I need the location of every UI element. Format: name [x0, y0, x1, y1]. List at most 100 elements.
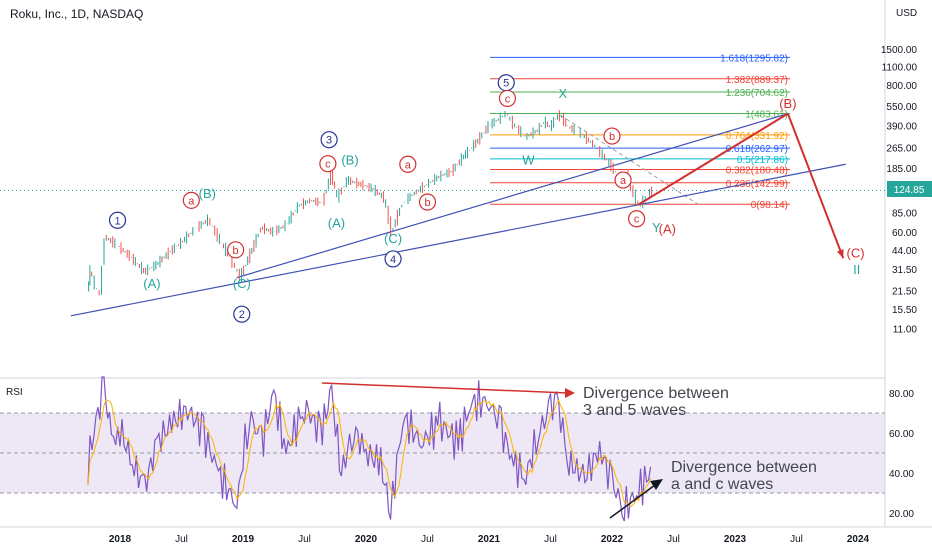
axis-layer: 2018 Jul 2019 Jul 2020 Jul 2021 Jul 2022 Jul 2023 J… [109, 45, 918, 545]
y-tick-label: 21.50 [892, 287, 917, 298]
y-tick-label: 1100.00 [882, 63, 918, 74]
wave-label: 5 [503, 78, 509, 90]
wave-label: b [424, 197, 430, 209]
price-layer [88, 110, 653, 296]
fib-level-label: 1.618(1295.82) [720, 53, 788, 64]
projection-leg [786, 113, 845, 259]
rsi-tick-label: 60.00 [889, 429, 914, 440]
wave-label-ring [320, 131, 338, 149]
wave-label: a [405, 159, 412, 171]
divergence-arrowhead-3-5 [565, 388, 575, 398]
wave-label-ring [233, 305, 251, 323]
x-tick-label: 2021 [478, 534, 501, 545]
y-tick-label: 550.00 [886, 102, 917, 113]
y-tick-label: 44.00 [892, 246, 917, 257]
wave-label: X [558, 86, 567, 101]
x-tick-label: 2018 [109, 534, 132, 545]
divergence-line-waves-a-c [609, 484, 656, 519]
x-tick-label: Jul [667, 534, 680, 545]
wave-label-ring [498, 89, 517, 108]
x-tick-label: Jul [421, 534, 434, 545]
x-tick-label: 2020 [355, 534, 378, 545]
y-tick-label: 31.50 [892, 265, 917, 276]
wave-label: b [233, 245, 239, 257]
wave-label: 2 [239, 309, 245, 321]
wave-label: 3 [326, 135, 332, 147]
wave-label: II [853, 262, 860, 277]
wave-label: 1 [114, 215, 120, 227]
wave-label: W [522, 153, 535, 168]
grid-layer [0, 0, 932, 528]
wave-label: Y [652, 220, 661, 235]
y-tick-label: 185.00 [886, 164, 917, 175]
divergence-note-a-c: Divergence between a and c waves [671, 459, 821, 493]
y-tick-label: 60.00 [892, 228, 917, 239]
wave-label: (A) [143, 276, 160, 291]
trendline [70, 163, 846, 317]
wave-label: (A) [659, 222, 676, 237]
divergence-arrowhead-a-c [650, 479, 663, 490]
fib-level-label: 0.764(331.92) [726, 131, 788, 142]
wave-label-ring [418, 193, 437, 211]
x-tick-label: 2023 [724, 534, 747, 545]
x-tick-label: 2024 [847, 534, 870, 545]
wave-label-ring [603, 127, 621, 145]
wave-label-ring [319, 155, 337, 173]
fib-level-label: 1.236(704.62) [726, 88, 788, 99]
x-tick-label: 2022 [601, 534, 624, 545]
y-tick-label: 1500.00 [881, 45, 918, 56]
y-tick-label: 11.00 [893, 325, 918, 336]
wave-label: c [325, 159, 331, 171]
wave-label: (C) [233, 276, 251, 291]
fib-level-label: 1.382(889.37) [726, 75, 788, 86]
projection-leg [638, 112, 789, 206]
wave-label-ring [182, 191, 200, 209]
wave-label: (C) [384, 231, 402, 246]
trendline-layer [70, 113, 846, 317]
wave-label-ring [627, 210, 646, 228]
y-tick-label: 390.00 [886, 122, 917, 133]
last-price-tag [887, 181, 932, 197]
wave-label-layer: 1 2 3 4 5 (A) (B) (C) (A) (B) (C) W X Y II a b c a b c b a c (A)… [108, 74, 865, 323]
wave-label: c [505, 93, 511, 105]
wave-label: (A) [328, 216, 345, 231]
rsi-tick-label: 80.00 [889, 389, 914, 400]
wave-label-ring [399, 155, 417, 173]
fib-level-label: 0.5(217.86) [737, 155, 788, 166]
fib-level-label: 0(98.14) [751, 200, 788, 211]
fib-level-label: 1(483.61) [745, 109, 788, 120]
x-tick-label: Jul [544, 534, 557, 545]
fib-level-label: 0.382(180.48) [726, 166, 788, 177]
wave-label: 4 [390, 254, 396, 266]
x-tick-label: Jul [298, 534, 311, 545]
wave-label-ring [384, 250, 402, 268]
wave-label: (B) [779, 96, 796, 111]
fib-level-label: 0.618(262.97) [726, 144, 788, 155]
rsi-moving-average [87, 399, 652, 508]
wave-label: a [188, 195, 195, 207]
chart-title: Roku, Inc., 1D, NASDAQ [10, 7, 143, 21]
wave-label-ring [108, 211, 127, 229]
x-tick-label: Jul [790, 534, 803, 545]
wave-label: (B) [199, 186, 216, 201]
wave-label: c [634, 214, 640, 226]
divergence-note-3-5: Divergence between 3 and 5 waves [583, 385, 733, 419]
projection-arrowhead [837, 249, 844, 259]
projection-layer [638, 112, 845, 259]
y-tick-label: 85.00 [892, 208, 917, 219]
trendline [236, 113, 789, 279]
last-price-label: 124.85 [894, 185, 925, 196]
y-tick-label: 15.50 [892, 305, 917, 316]
wave-label: (B) [341, 153, 358, 168]
fib-diagonal [560, 114, 699, 205]
wave-label-ring [614, 171, 632, 189]
wave-label-ring [227, 241, 245, 259]
fibonacci-layer: 1.618(1295.82) 1.382(889.37) 1.236(704.62)… [490, 53, 790, 211]
wave-label: a [620, 175, 627, 187]
y-tick-label: 265.00 [886, 144, 917, 155]
x-tick-label: 2019 [232, 534, 255, 545]
x-tick-label: Jul [175, 534, 188, 545]
rsi-tick-label: 20.00 [889, 509, 914, 520]
rsi-label: RSI [6, 387, 23, 398]
